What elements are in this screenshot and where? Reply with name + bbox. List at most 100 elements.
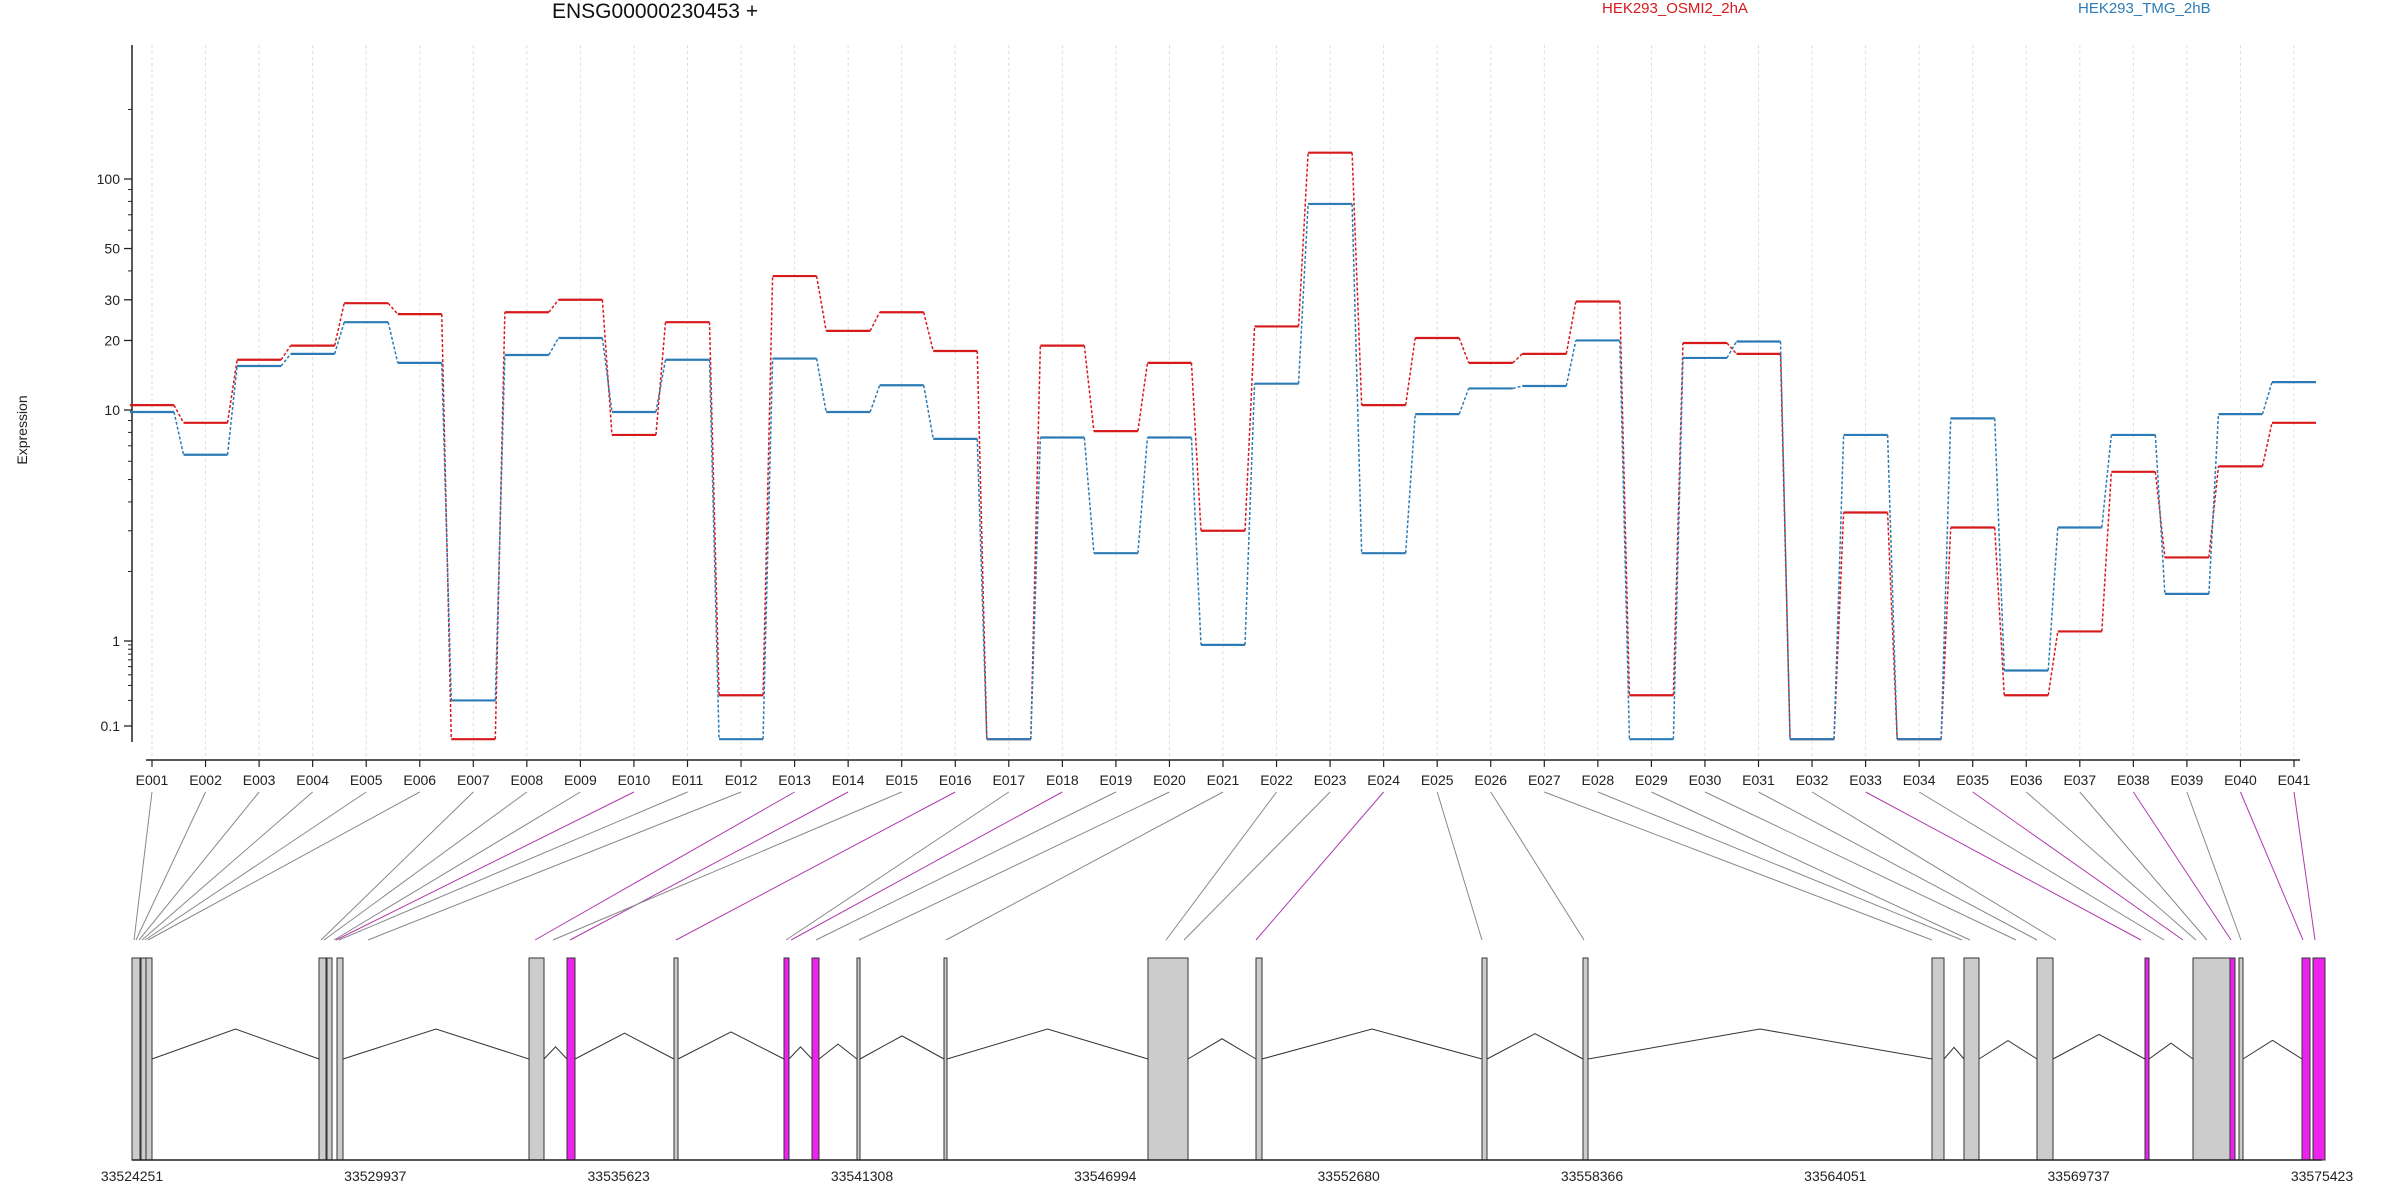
connector — [815, 358, 827, 413]
exon — [2192, 957, 2236, 1161]
x-tick-label: E040 — [2224, 772, 2257, 788]
connector — [1404, 337, 1416, 406]
connector — [548, 299, 559, 313]
connector-E040 — [2239, 791, 2304, 941]
connector — [1137, 437, 1149, 554]
connector-E010 — [335, 791, 635, 941]
connector — [1244, 383, 1256, 645]
connector — [1726, 341, 1738, 359]
connector — [548, 337, 560, 356]
genomic-coordinate-label: 33569737 — [2048, 1168, 2111, 1184]
connector-E024 — [1255, 791, 1385, 941]
connector — [655, 359, 667, 413]
connector-E008 — [323, 791, 528, 941]
connector — [333, 303, 345, 346]
connector — [280, 345, 292, 361]
intron — [574, 1032, 675, 1060]
exon — [326, 957, 333, 1161]
highlighted-exon — [2229, 957, 2236, 1161]
intron — [342, 1028, 530, 1060]
x-tick-label: E036 — [2010, 772, 2043, 788]
exon — [1147, 957, 1189, 1161]
connector — [2154, 471, 2166, 558]
x-tick-label: E024 — [1367, 772, 1400, 788]
highlighted-exon — [811, 957, 820, 1161]
connector-E041 — [2293, 791, 2316, 941]
connector — [1993, 418, 2005, 671]
x-tick-label: E012 — [725, 772, 758, 788]
genomic-coordinate-label: 33524251 — [101, 1168, 164, 1184]
intron — [2052, 1033, 2146, 1060]
exon — [943, 957, 948, 1161]
exon — [1255, 957, 1263, 1161]
connector-E005 — [144, 791, 367, 941]
intron — [1486, 1033, 1584, 1060]
connector — [1886, 512, 1898, 740]
connector — [494, 354, 506, 701]
y-tick-label: 10 — [104, 402, 120, 418]
connector-E037 — [2079, 791, 2208, 941]
x-tick-label: E029 — [1635, 772, 1668, 788]
y-tick-label: 30 — [104, 292, 120, 308]
exon — [2238, 957, 2244, 1161]
x-tick-label: E002 — [189, 772, 222, 788]
connector — [1404, 414, 1416, 554]
connector-E026 — [1490, 791, 1585, 941]
connector-E033 — [1865, 791, 2142, 941]
exon — [131, 957, 141, 1161]
x-tick-label: E001 — [136, 772, 169, 788]
connector-E025 — [1436, 791, 1483, 941]
x-tick-label: E008 — [510, 772, 543, 788]
connector — [815, 275, 827, 332]
x-tick-label: E019 — [1100, 772, 1133, 788]
x-tick-label: E022 — [1260, 772, 1293, 788]
x-tick-label: E006 — [403, 772, 436, 788]
connector-E009 — [333, 791, 581, 941]
connector — [1351, 152, 1363, 406]
connector — [1565, 340, 1577, 387]
y-tick-label: 50 — [104, 241, 120, 257]
x-tick-label: E032 — [1796, 772, 1829, 788]
connector — [173, 404, 185, 424]
connector-E018 — [790, 791, 1063, 941]
exon — [1931, 957, 1945, 1161]
connector-E022 — [1165, 791, 1277, 941]
connector — [1512, 353, 1523, 364]
exon — [318, 957, 327, 1161]
x-tick-label: E034 — [1903, 772, 1936, 788]
connector-E004 — [141, 791, 313, 941]
connector — [1083, 345, 1095, 432]
connector — [1565, 301, 1577, 354]
connector-E038 — [2132, 791, 2232, 941]
connector-E034 — [1918, 791, 2165, 941]
connector-E003 — [138, 791, 260, 941]
y-tick-label: 20 — [104, 332, 120, 348]
genomic-coordinate-label: 33541308 — [831, 1168, 894, 1184]
intron — [1261, 1028, 1483, 1060]
connector-E027 — [1544, 791, 1933, 941]
connector-E039 — [2186, 791, 2242, 941]
connector — [173, 411, 185, 455]
connector — [762, 276, 774, 696]
x-tick-label: E016 — [939, 772, 972, 788]
connector — [1297, 152, 1309, 327]
x-tick-label: E037 — [2063, 772, 2096, 788]
exon — [856, 957, 861, 1161]
connector-E032 — [1811, 791, 2057, 941]
intron — [788, 1046, 813, 1060]
connector — [601, 337, 613, 413]
connector — [441, 314, 453, 740]
connector — [1190, 362, 1202, 531]
x-tick-label: E041 — [2278, 772, 2311, 788]
x-tick-label: E028 — [1581, 772, 1614, 788]
exon — [528, 957, 545, 1161]
connector-E007 — [320, 791, 474, 941]
connector — [1619, 301, 1631, 696]
y-tick-label: 1 — [112, 633, 120, 649]
connector-E030 — [1704, 791, 2017, 941]
connector — [2047, 631, 2059, 696]
genomic-coordinate-label: 33546994 — [1074, 1168, 1137, 1184]
legend-series-1: HEK293_OSMI2_2hA — [1602, 0, 1748, 17]
connector — [1833, 512, 1845, 740]
connector — [2208, 414, 2220, 594]
